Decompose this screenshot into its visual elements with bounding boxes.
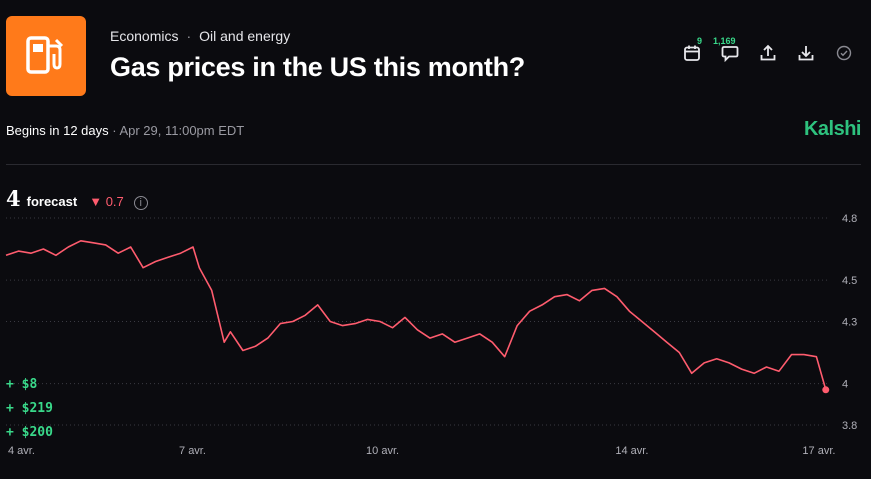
meta-separator: ·	[108, 123, 120, 138]
download-icon	[798, 46, 814, 61]
y-tick-label: 4.5	[842, 275, 857, 287]
forecast-summary: 4 forecast ▼ 0.7 i	[6, 186, 148, 211]
forecast-change-value: 0.7	[105, 194, 124, 209]
gas-pump-icon	[26, 36, 64, 74]
calendar-button[interactable]: 9	[683, 36, 703, 64]
price-chart[interactable]: 4.8 4.5 4.3 4 3.8	[0, 200, 871, 445]
forecast-label: forecast	[26, 194, 78, 209]
trade-gain: + $219	[6, 401, 53, 416]
y-tick-label: 4.8	[842, 213, 857, 225]
y-tick-label: 3.8	[842, 420, 857, 432]
forecast-change: ▼ 0.7	[89, 194, 124, 209]
current-point	[822, 386, 830, 394]
x-tick-label: 4 avr.	[8, 445, 35, 457]
check-circle-icon	[836, 45, 852, 61]
y-tick-label: 4	[842, 379, 848, 391]
page-title: Gas prices in the US this month?	[110, 52, 525, 82]
market-schedule: Begins in 12 days · Apr 29, 11:00pm EDT	[6, 123, 244, 138]
share-button[interactable]	[759, 44, 779, 64]
download-button[interactable]	[797, 44, 817, 64]
x-tick-label: 17 avr.	[802, 445, 836, 457]
breadcrumb-subcategory[interactable]: Oil and energy	[199, 28, 291, 44]
toolbar: 9 1,169	[683, 36, 855, 64]
calendar-icon	[684, 45, 700, 61]
x-tick-label: 14 avr.	[615, 445, 649, 457]
breadcrumb-category[interactable]: Economics	[110, 28, 179, 44]
check-button[interactable]	[835, 44, 855, 64]
forecast-value: 4	[6, 186, 21, 211]
info-icon[interactable]: i	[133, 196, 148, 210]
divider	[6, 164, 861, 165]
begins-label: Begins in 12 days	[6, 123, 109, 138]
breadcrumb: Economics · Oil and energy	[110, 28, 290, 44]
calendar-count-badge: 9	[697, 36, 703, 46]
comment-icon	[721, 46, 739, 62]
share-icon	[760, 44, 776, 61]
trade-gain: + $8	[6, 377, 38, 392]
y-tick-label: 4.3	[842, 317, 857, 329]
forecast-line	[5, 240, 827, 391]
begins-datetime: Apr 29, 11:00pm EDT	[119, 123, 245, 138]
x-tick-label: 10 avr.	[366, 445, 400, 457]
recent-trades: + $8 + $219 + $200	[6, 378, 53, 450]
comments-count-badge: 1,169	[713, 36, 736, 46]
comments-button[interactable]: 1,169	[713, 36, 741, 64]
kalshi-logo[interactable]: Kalshi	[803, 118, 862, 140]
market-thumbnail	[6, 16, 86, 96]
breadcrumb-separator: ·	[186, 28, 192, 44]
trade-gain: + $200	[6, 425, 53, 440]
x-tick-label: 7 avr.	[179, 445, 206, 457]
